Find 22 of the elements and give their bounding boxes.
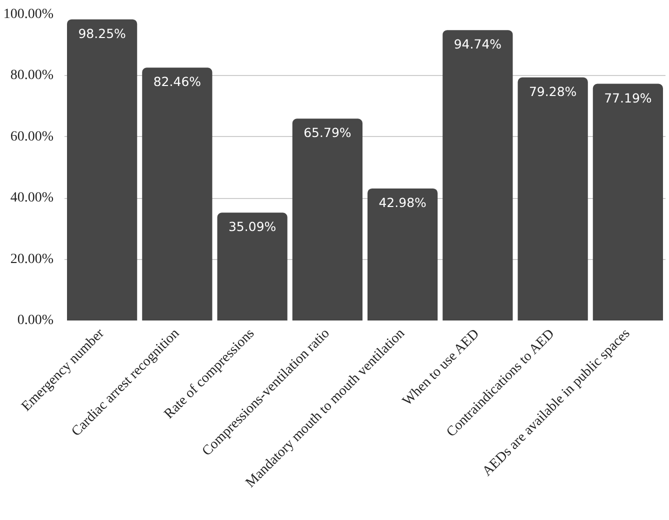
data-label: 35.09% (228, 219, 276, 234)
bar (142, 68, 212, 320)
bar (518, 77, 588, 320)
y-tick-label: 40.00% (10, 190, 54, 206)
data-label: 77.19% (604, 90, 652, 106)
y-tick-label: 60.00% (10, 129, 54, 144)
y-tick-label: 0.00% (17, 313, 54, 328)
data-label: 65.79% (304, 125, 352, 140)
data-label: 79.28% (528, 84, 577, 99)
data-label: 42.98% (378, 194, 427, 210)
bar (592, 84, 663, 320)
y-tick-label: 80.00% (10, 68, 54, 84)
data-label: 82.46% (153, 74, 202, 90)
data-label: 98.25% (78, 26, 126, 41)
y-tick-label: 20.00% (10, 252, 54, 267)
data-label: 94.74% (454, 36, 502, 52)
bar (217, 212, 288, 320)
y-tick-label: 100.00% (3, 7, 54, 22)
bar (67, 19, 138, 320)
bar (442, 30, 513, 320)
bar (368, 188, 438, 320)
bar (292, 118, 362, 320)
